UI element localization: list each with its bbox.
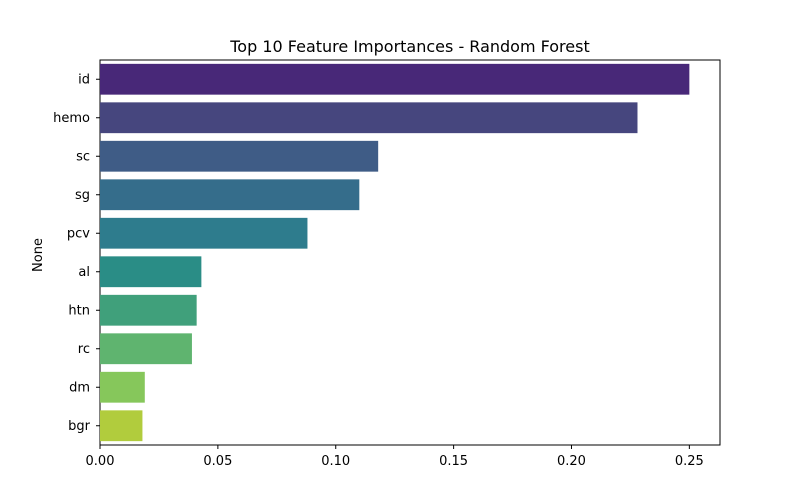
bars-group [100, 63, 690, 442]
y-tick-label: sc [76, 149, 90, 164]
bar-rc [100, 333, 192, 365]
bar-pcv [100, 217, 308, 249]
y-tick-label: dm [69, 380, 90, 395]
bar-hemo [100, 102, 638, 134]
y-tick-label: hemo [53, 111, 90, 126]
plot-frame [99, 59, 721, 446]
x-tick-label: 0.10 [321, 454, 350, 469]
y-axis-ticks: id hemo sc sg pcv al htn rc dm bgr [53, 72, 100, 434]
x-axis-ticks: 0.00 0.05 0.10 0.15 0.20 0.25 [86, 445, 704, 469]
x-tick-label: 0.05 [203, 454, 232, 469]
bar-al [100, 256, 202, 288]
y-tick-label: bgr [68, 419, 91, 434]
bar-dm [100, 371, 145, 403]
y-axis-label: None [31, 238, 46, 272]
plot-area [99, 59, 721, 446]
x-tick-label: 0.25 [675, 454, 704, 469]
y-tick-label: al [78, 265, 90, 280]
bar-sg [100, 179, 360, 211]
x-tick-label: 0.00 [86, 454, 115, 469]
y-tick-label: id [78, 72, 90, 87]
bar-bgr [100, 410, 143, 442]
y-tick-label: sg [75, 188, 90, 203]
x-tick-label: 0.20 [557, 454, 586, 469]
chart-title: Top 10 Feature Importances - Random Fore… [229, 37, 589, 56]
y-tick-label: pcv [67, 226, 90, 241]
bar-id [100, 63, 690, 95]
x-tick-label: 0.15 [439, 454, 468, 469]
bar-htn [100, 294, 197, 326]
y-tick-label: htn [68, 303, 90, 318]
bar-sc [100, 140, 379, 172]
y-tick-label: rc [78, 342, 90, 357]
